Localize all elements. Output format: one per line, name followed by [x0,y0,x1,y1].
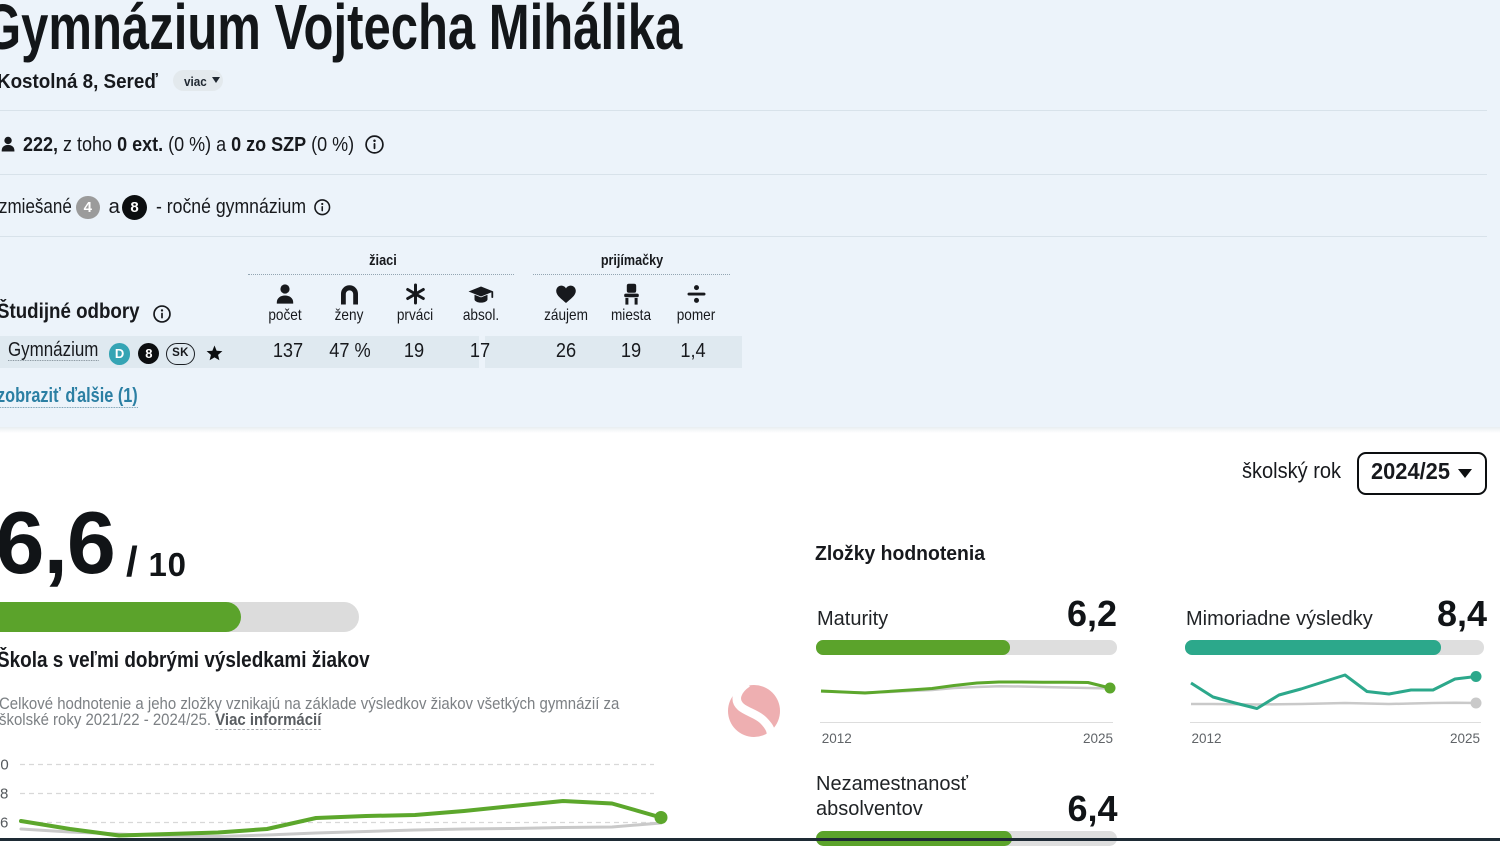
svg-text:10: 10 [0,757,9,774]
svg-text:8: 8 [0,786,8,803]
svg-text:6: 6 [0,815,8,832]
